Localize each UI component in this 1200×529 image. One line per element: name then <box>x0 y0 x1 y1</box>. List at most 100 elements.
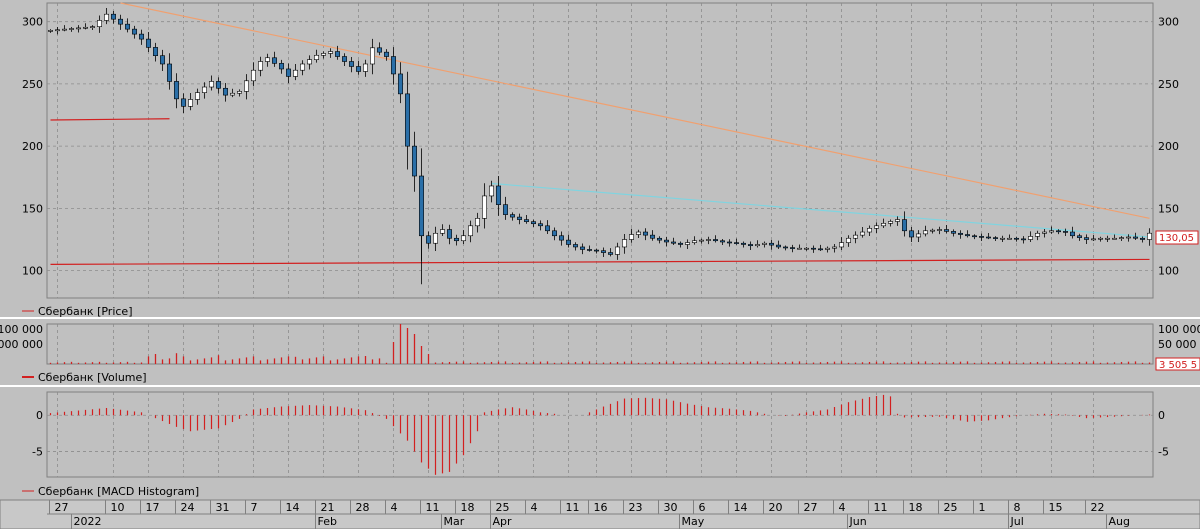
candle-up <box>685 242 690 245</box>
last-price-value: 130,05 <box>1159 233 1194 244</box>
time-day-label: 24 <box>181 501 195 514</box>
candle-up <box>888 221 893 224</box>
candle-up <box>1126 236 1131 239</box>
candle-down <box>125 23 130 30</box>
volume-tick-left: 50 000 000 <box>0 338 43 351</box>
time-day-label: 15 <box>1049 501 1063 514</box>
time-day-label: 31 <box>216 501 230 514</box>
time-day-label: 7 <box>251 501 258 514</box>
time-day-label: 4 <box>391 501 398 514</box>
time-day-label: 30 <box>664 501 678 514</box>
candle-down <box>384 51 389 57</box>
time-day-label: 11 <box>874 501 888 514</box>
time-day-label: 11 <box>426 501 440 514</box>
candle-down <box>944 229 949 232</box>
candle-down <box>566 239 571 245</box>
candle-up <box>1105 237 1110 240</box>
candle-up <box>76 27 81 30</box>
candle-down <box>531 221 536 225</box>
candle-down <box>223 87 228 96</box>
candle-down <box>391 56 396 75</box>
candle-up <box>258 61 263 71</box>
candle-down <box>503 204 508 215</box>
candle-down <box>398 73 403 95</box>
candle-down <box>405 93 410 147</box>
candle-down <box>573 244 578 248</box>
candle-down <box>965 234 970 237</box>
candle-down <box>657 237 662 241</box>
macd-tick-right: 0 <box>1158 409 1165 422</box>
candle-down <box>517 216 522 220</box>
candle-up <box>307 59 312 65</box>
candle-up <box>482 195 487 219</box>
candle-up <box>860 231 865 236</box>
candle-up <box>1007 237 1012 240</box>
time-day-label: 1 <box>979 501 986 514</box>
price-tick-right: 300 <box>1158 16 1179 29</box>
candle-down <box>524 219 529 222</box>
candle-down <box>734 242 739 244</box>
candle-down <box>139 33 144 40</box>
time-day-label: 11 <box>566 501 580 514</box>
volume-tick-left: 100 000 <box>0 323 43 336</box>
time-day-label: 28 <box>356 501 370 514</box>
candle-down <box>818 248 823 251</box>
candle-down <box>279 63 284 70</box>
candle-down <box>510 214 515 218</box>
candle-up <box>251 69 256 82</box>
candle-down <box>1021 238 1026 241</box>
candle-down <box>601 250 606 253</box>
candle-down <box>349 61 354 67</box>
time-month-label: Mar <box>444 515 465 528</box>
candle-down <box>972 235 977 238</box>
candle-down <box>454 237 459 242</box>
candle-up <box>188 99 193 107</box>
candle-down <box>776 244 781 248</box>
candle-down <box>356 66 361 72</box>
candle-up <box>615 246 620 255</box>
candle-up <box>699 239 704 242</box>
time-day-label: 25 <box>944 501 958 514</box>
candle-down <box>174 81 179 100</box>
time-day-label: 27 <box>804 501 818 514</box>
candle-down <box>986 236 991 239</box>
last-volume-tag <box>1155 357 1200 371</box>
candle-up <box>90 26 95 28</box>
candle-down <box>559 235 564 241</box>
candle-up <box>440 229 445 234</box>
candle-down <box>727 241 732 244</box>
candle-down <box>1084 237 1089 240</box>
candle-down <box>538 223 543 227</box>
volume-tick-right: 100 000 <box>1158 323 1200 336</box>
time-day-label: 16 <box>594 501 608 514</box>
candle-down <box>720 240 725 243</box>
candle-up <box>104 13 109 21</box>
candle-up <box>433 232 438 244</box>
candle-down <box>769 242 774 246</box>
trend-line-long-trend <box>120 2 1150 219</box>
price-tick-right: 150 <box>1158 202 1179 215</box>
candle-down <box>1070 231 1075 237</box>
time-month-label: Apr <box>493 515 513 528</box>
time-day-label: 25 <box>496 501 510 514</box>
candle-up <box>468 225 473 237</box>
candle-down <box>1077 235 1082 238</box>
candle-up <box>328 51 333 54</box>
candle-up <box>244 80 249 92</box>
candle-down <box>958 232 963 235</box>
price-tick-right: 200 <box>1158 140 1179 153</box>
time-day-label: 17 <box>146 501 160 514</box>
time-day-label: 18 <box>909 501 923 514</box>
time-month-label: Aug <box>1109 515 1130 528</box>
candle-down <box>272 57 277 64</box>
candle-down <box>951 231 956 234</box>
candle-down <box>594 249 599 252</box>
candle-up <box>923 230 928 235</box>
price-tick-right: 100 <box>1158 265 1179 278</box>
candle-up <box>895 219 900 222</box>
time-month-label: May <box>682 515 705 528</box>
time-month-label: Jul <box>1010 515 1024 528</box>
price-tick-right: 250 <box>1158 78 1179 91</box>
price-tick-left: 250 <box>22 78 43 91</box>
